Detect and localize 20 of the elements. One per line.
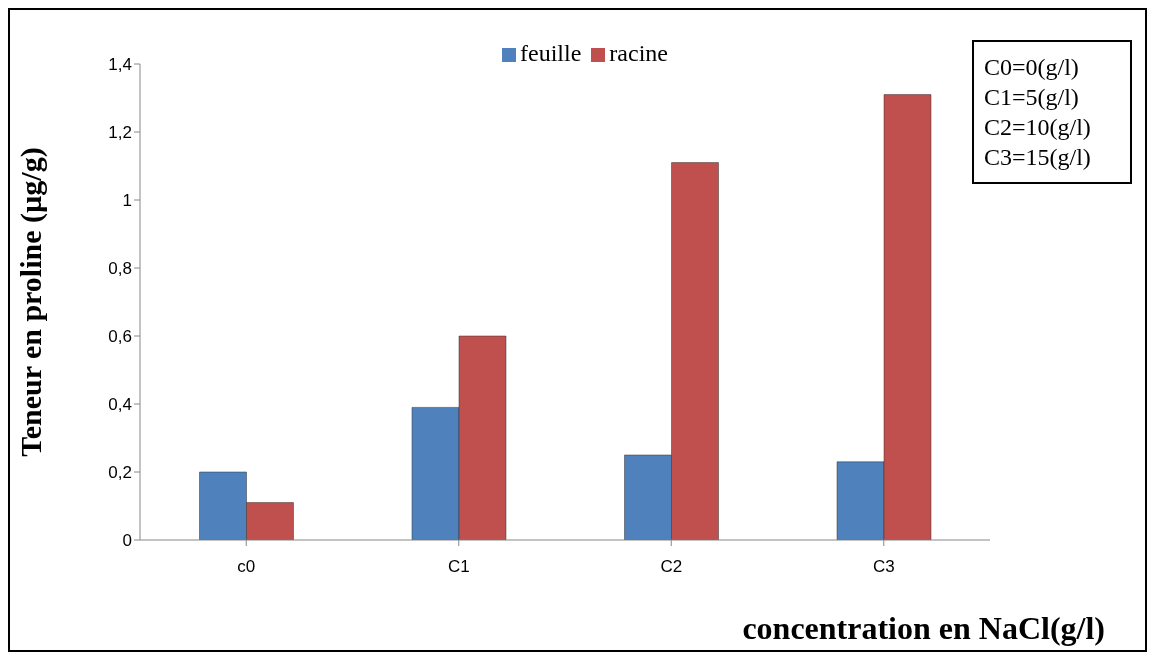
legend-label: racine <box>609 40 668 66</box>
y-tick-label: 0,4 <box>108 395 132 415</box>
x-tick-label: C2 <box>660 557 683 577</box>
annotation: C1=5(g/l) <box>984 83 1080 112</box>
y-tick-label: 0 <box>122 531 132 551</box>
annotation: C3=15(g/l) <box>984 143 1092 172</box>
x-tick-label: c0 <box>237 557 256 577</box>
annotation: C2=10(g/l) <box>984 113 1092 142</box>
x-tick-label: C3 <box>872 557 895 577</box>
annotation: C0=0(g/l) <box>984 53 1080 82</box>
y-tick-label: 1,4 <box>108 55 132 75</box>
y-tick-label: 1 <box>122 191 132 211</box>
y-tick-label: 0,2 <box>108 463 132 483</box>
x-tick-label: C1 <box>447 557 470 577</box>
y-tick-label: 1,2 <box>108 123 132 143</box>
y-axis-title: Teneur en proline (µg/g) <box>13 147 48 457</box>
x-axis-title: concentration en NaCl(g/l) <box>742 610 1105 647</box>
y-tick-label: 0,6 <box>108 327 132 347</box>
legend-label: feuille <box>520 40 582 66</box>
y-tick-label: 0,8 <box>108 259 132 279</box>
